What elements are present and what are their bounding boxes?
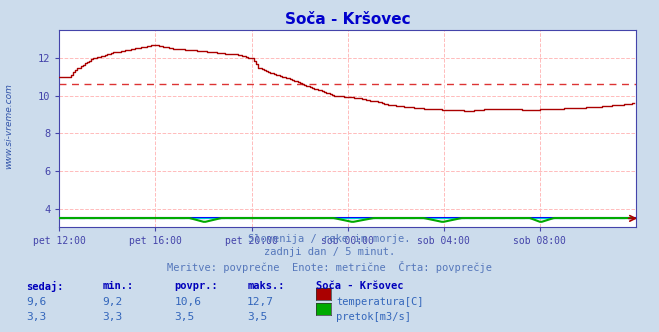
Text: 12,7: 12,7 xyxy=(247,297,274,307)
Text: sedaj:: sedaj: xyxy=(26,281,64,291)
Text: www.si-vreme.com: www.si-vreme.com xyxy=(4,83,13,169)
Text: 10,6: 10,6 xyxy=(175,297,202,307)
Text: min.:: min.: xyxy=(102,281,133,290)
Title: Soča - Kršovec: Soča - Kršovec xyxy=(285,12,411,27)
Text: temperatura[C]: temperatura[C] xyxy=(336,297,424,307)
Text: pretok[m3/s]: pretok[m3/s] xyxy=(336,312,411,322)
Text: Meritve: povprečne  Enote: metrične  Črta: povprečje: Meritve: povprečne Enote: metrične Črta:… xyxy=(167,261,492,273)
Text: 3,3: 3,3 xyxy=(102,312,123,322)
Text: 9,6: 9,6 xyxy=(26,297,47,307)
Text: Soča - Kršovec: Soča - Kršovec xyxy=(316,281,404,290)
Text: Slovenija / reke in morje.: Slovenija / reke in morje. xyxy=(248,234,411,244)
Text: 9,2: 9,2 xyxy=(102,297,123,307)
Text: maks.:: maks.: xyxy=(247,281,285,290)
Text: povpr.:: povpr.: xyxy=(175,281,218,290)
Text: zadnji dan / 5 minut.: zadnji dan / 5 minut. xyxy=(264,247,395,257)
Text: 3,5: 3,5 xyxy=(247,312,268,322)
Text: 3,5: 3,5 xyxy=(175,312,195,322)
Text: 3,3: 3,3 xyxy=(26,312,47,322)
